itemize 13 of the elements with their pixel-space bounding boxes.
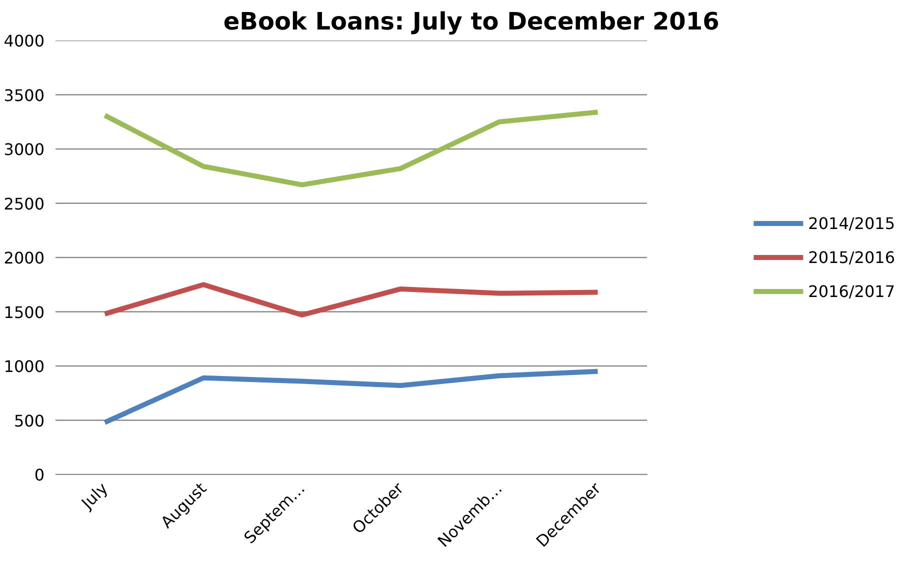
legend-label: 2016/2017 — [808, 282, 895, 300]
y-tick-label: 2000 — [4, 248, 44, 268]
y-tick-label: 3000 — [4, 140, 44, 159]
y-tick-label: 500 — [14, 411, 45, 430]
y-tick-label: 2500 — [4, 194, 44, 214]
y-tick-label: 4000 — [4, 32, 44, 50]
y-tick-label: 0 — [34, 466, 45, 484]
y-tick-label: 1500 — [4, 302, 44, 322]
legend-label: 2015/2016 — [808, 248, 895, 266]
chart-title: eBook Loans: July to December 2016 — [223, 8, 720, 36]
y-tick-label: 1000 — [4, 357, 44, 376]
y-tick-label: 3500 — [4, 86, 44, 105]
legend-label: 2014/2015 — [808, 214, 895, 232]
